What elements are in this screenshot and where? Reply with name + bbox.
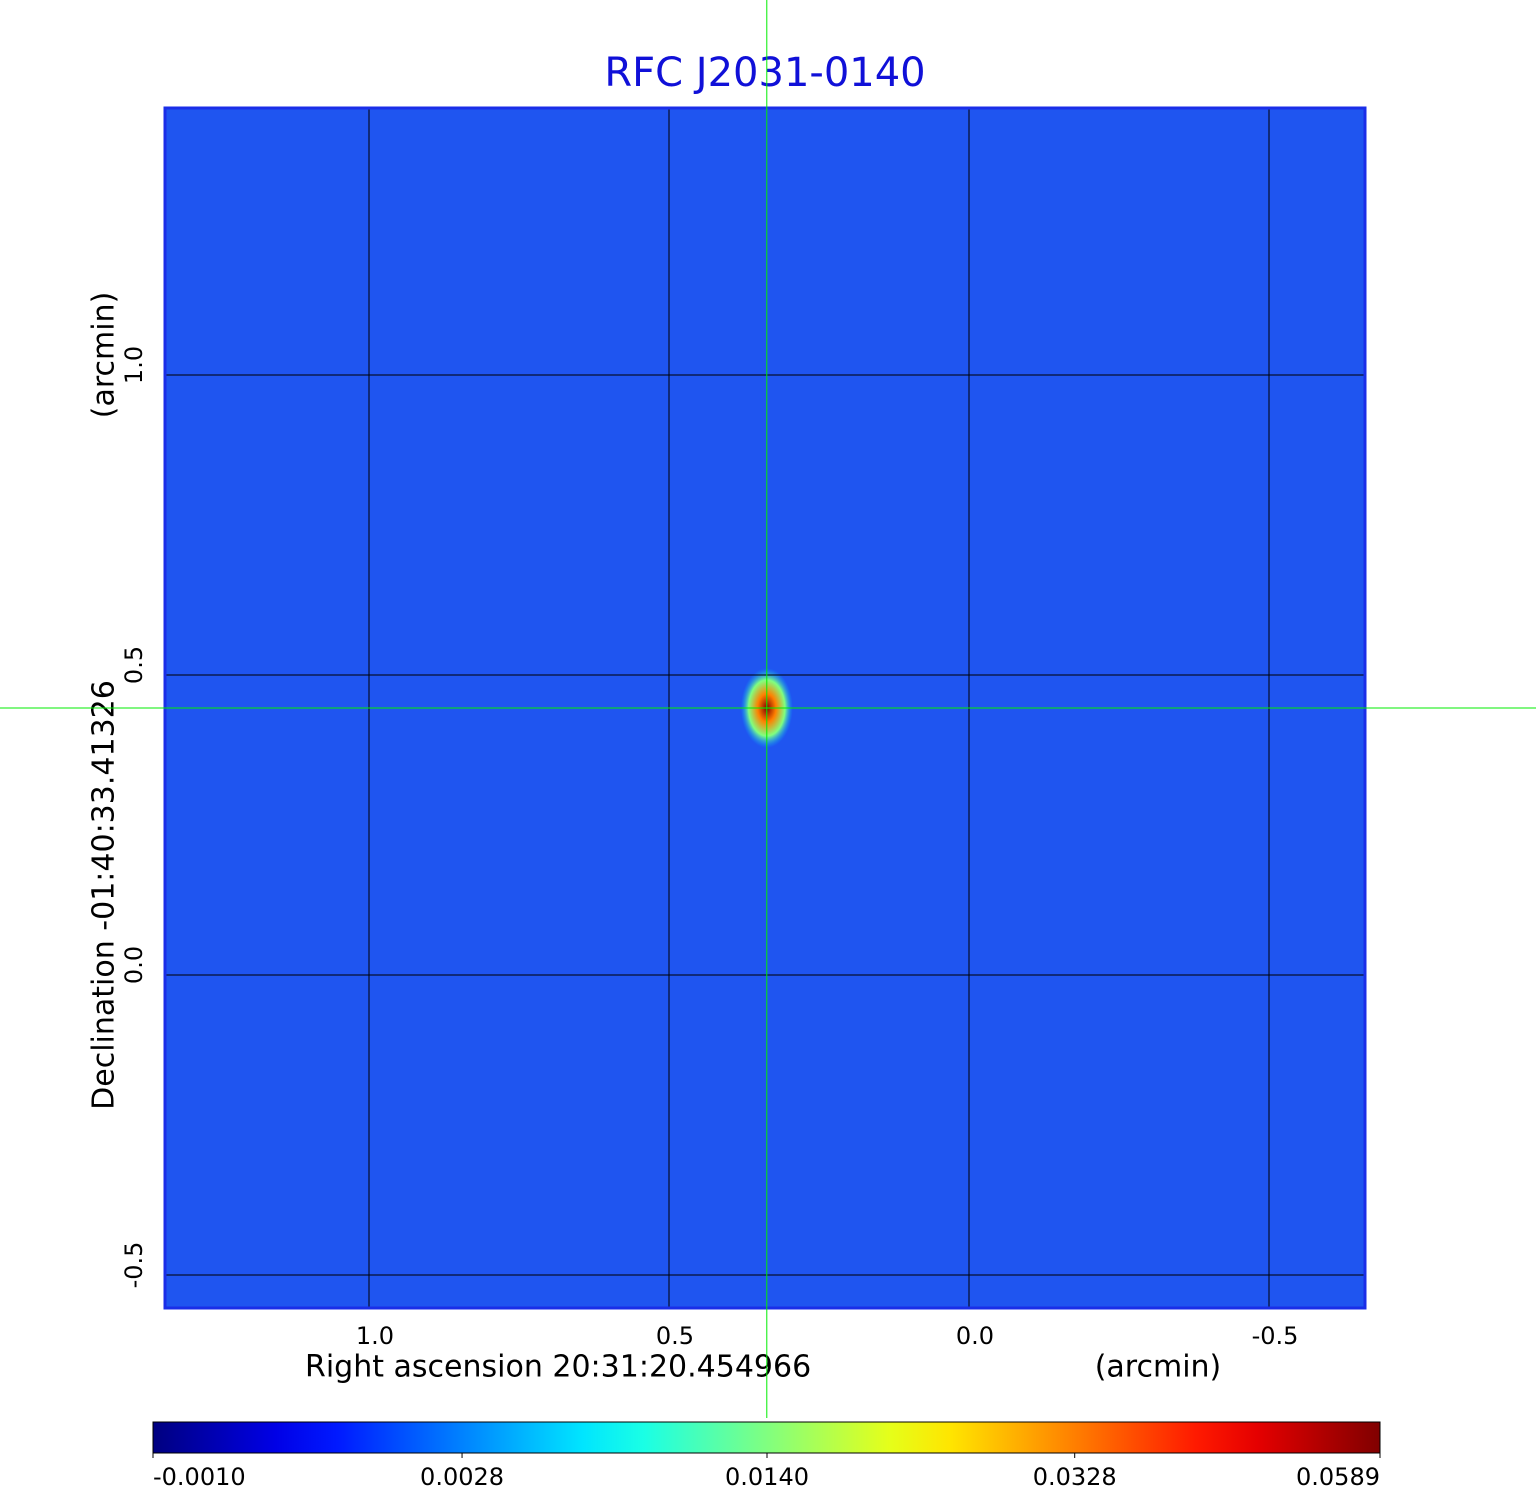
colorbar-tick-label: 0.0328 (1033, 1463, 1117, 1491)
x-tick-label: 1.0 (356, 1322, 394, 1350)
chart-title: RFC J2031-0140 (604, 50, 925, 96)
x-axis-label: Right ascension 20:31:20.454966 (305, 1350, 811, 1385)
y-tick-label: 0.0 (120, 946, 148, 984)
x-tick-label: 0.0 (956, 1322, 994, 1350)
colorbar-tick-label: -0.0010 (153, 1463, 246, 1491)
x-tick-label: -0.5 (1252, 1322, 1299, 1350)
colorbar-tick-label: 0.0140 (725, 1463, 809, 1491)
colorbar (152, 1421, 1381, 1454)
x-axis-unit: (arcmin) (1095, 1350, 1222, 1385)
colorbar-tick-label: 0.0589 (1296, 1463, 1380, 1491)
y-tick-label: 0.5 (120, 646, 148, 684)
y-axis-unit: (arcmin) (87, 292, 122, 419)
y-tick-label: 1.0 (120, 346, 148, 384)
x-tick-label: 0.5 (656, 1322, 694, 1350)
y-axis-label: Declination -01:40:33.41326 (87, 680, 122, 1110)
y-tick-label: -0.5 (120, 1242, 148, 1289)
colorbar-tick-label: 0.0028 (420, 1463, 504, 1491)
